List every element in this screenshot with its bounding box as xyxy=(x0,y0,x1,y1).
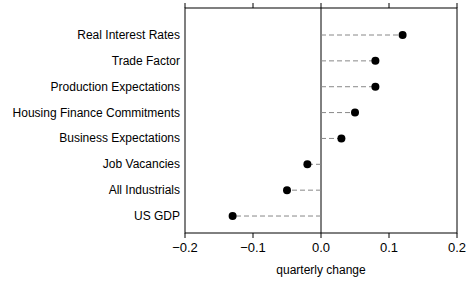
category-label: Trade Factor xyxy=(112,54,180,68)
stem xyxy=(287,190,321,191)
x-tick-top xyxy=(389,3,390,8)
dot xyxy=(229,212,237,220)
category-label: Real Interest Rates xyxy=(77,28,180,42)
marks xyxy=(229,31,407,220)
category-label: US GDP xyxy=(134,209,180,223)
stem xyxy=(321,60,375,61)
dot xyxy=(351,109,359,117)
x-tick-label: 0.0 xyxy=(312,240,330,255)
zero-line xyxy=(321,8,322,233)
stem xyxy=(321,112,355,113)
x-tick-top xyxy=(321,3,322,8)
stem xyxy=(233,216,321,217)
category-label: Business Expectations xyxy=(59,131,180,145)
x-tick-label: 0.1 xyxy=(380,240,398,255)
category-label: Job Vacancies xyxy=(103,157,180,171)
x-tick xyxy=(457,233,458,238)
x-tick-top xyxy=(185,3,186,8)
x-tick-top xyxy=(457,3,458,8)
stem xyxy=(321,86,375,87)
dot xyxy=(337,134,345,142)
category-label: All Industrials xyxy=(109,183,180,197)
x-tick xyxy=(321,233,322,238)
x-tick-label: −0.2 xyxy=(172,240,198,255)
x-tick xyxy=(185,233,186,238)
x-tick-label: 0.2 xyxy=(448,240,466,255)
dot xyxy=(371,57,379,65)
plot-frame xyxy=(185,8,457,233)
dot xyxy=(399,31,407,39)
x-axis-label: quarterly change xyxy=(276,263,366,277)
x-tick xyxy=(253,233,254,238)
chart: −0.2 −0.1 0.0 0.1 0.2 quarterly change Real In… xyxy=(0,0,475,290)
x-tick-top xyxy=(253,3,254,8)
dot xyxy=(283,186,291,194)
dot xyxy=(371,83,379,91)
stem xyxy=(321,35,403,36)
dot xyxy=(303,160,311,168)
x-tick xyxy=(389,233,390,238)
category-label: Housing Finance Commitments xyxy=(13,106,180,120)
category-label: Production Expectations xyxy=(51,80,180,94)
x-tick-label: −0.1 xyxy=(240,240,266,255)
